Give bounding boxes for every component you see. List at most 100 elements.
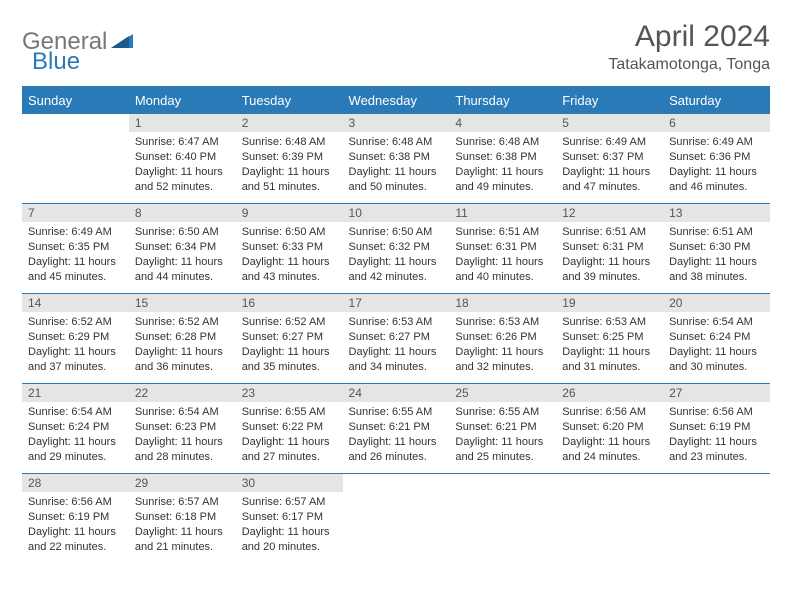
daylight-text: and 36 minutes. [135,360,230,375]
sunset-text: Sunset: 6:20 PM [562,420,657,435]
day-details: Sunrise: 6:54 AMSunset: 6:24 PMDaylight:… [22,402,129,468]
calendar-week-row: 28Sunrise: 6:56 AMSunset: 6:19 PMDayligh… [22,474,770,564]
calendar-cell: 15Sunrise: 6:52 AMSunset: 6:28 PMDayligh… [129,294,236,384]
sunrise-text: Sunrise: 6:50 AM [349,225,444,240]
day-number: 12 [556,204,663,222]
daylight-text: and 52 minutes. [135,180,230,195]
sunrise-text: Sunrise: 6:48 AM [349,135,444,150]
sunrise-text: Sunrise: 6:56 AM [669,405,764,420]
daylight-text: Daylight: 11 hours [135,255,230,270]
calendar-cell: 24Sunrise: 6:55 AMSunset: 6:21 PMDayligh… [343,384,450,474]
daylight-text: Daylight: 11 hours [562,255,657,270]
day-details: Sunrise: 6:50 AMSunset: 6:34 PMDaylight:… [129,222,236,288]
sunrise-text: Sunrise: 6:53 AM [562,315,657,330]
calendar-cell: 25Sunrise: 6:55 AMSunset: 6:21 PMDayligh… [449,384,556,474]
daylight-text: and 20 minutes. [242,540,337,555]
day-details: Sunrise: 6:49 AMSunset: 6:37 PMDaylight:… [556,132,663,198]
day-number: 11 [449,204,556,222]
daylight-text: and 42 minutes. [349,270,444,285]
calendar-cell: 27Sunrise: 6:56 AMSunset: 6:19 PMDayligh… [663,384,770,474]
day-details: Sunrise: 6:50 AMSunset: 6:33 PMDaylight:… [236,222,343,288]
month-title: April 2024 [608,20,770,54]
day-details: Sunrise: 6:51 AMSunset: 6:31 PMDaylight:… [449,222,556,288]
day-details: Sunrise: 6:52 AMSunset: 6:27 PMDaylight:… [236,312,343,378]
sunset-text: Sunset: 6:27 PM [349,330,444,345]
day-number: 15 [129,294,236,312]
calendar-cell: 23Sunrise: 6:55 AMSunset: 6:22 PMDayligh… [236,384,343,474]
brand-part2-wrap: Blue [32,48,80,76]
calendar-cell: 5Sunrise: 6:49 AMSunset: 6:37 PMDaylight… [556,114,663,204]
sunset-text: Sunset: 6:18 PM [135,510,230,525]
weekday-header: Wednesday [343,87,450,114]
calendar-cell: 26Sunrise: 6:56 AMSunset: 6:20 PMDayligh… [556,384,663,474]
calendar-cell: 11Sunrise: 6:51 AMSunset: 6:31 PMDayligh… [449,204,556,294]
daylight-text: Daylight: 11 hours [135,435,230,450]
weekday-header: Saturday [663,87,770,114]
daylight-text: Daylight: 11 hours [349,255,444,270]
weekday-header-row: SundayMondayTuesdayWednesdayThursdayFrid… [22,87,770,114]
day-details: Sunrise: 6:52 AMSunset: 6:28 PMDaylight:… [129,312,236,378]
day-details: Sunrise: 6:53 AMSunset: 6:25 PMDaylight:… [556,312,663,378]
flag-icon [111,30,137,55]
daylight-text: Daylight: 11 hours [455,345,550,360]
sunrise-text: Sunrise: 6:49 AM [28,225,123,240]
day-details: Sunrise: 6:56 AMSunset: 6:20 PMDaylight:… [556,402,663,468]
day-number: 8 [129,204,236,222]
sunset-text: Sunset: 6:34 PM [135,240,230,255]
day-number: 29 [129,474,236,492]
day-number: 26 [556,384,663,402]
day-details: Sunrise: 6:54 AMSunset: 6:24 PMDaylight:… [663,312,770,378]
sunset-text: Sunset: 6:21 PM [455,420,550,435]
day-details: Sunrise: 6:56 AMSunset: 6:19 PMDaylight:… [663,402,770,468]
sunset-text: Sunset: 6:29 PM [28,330,123,345]
sunrise-text: Sunrise: 6:52 AM [28,315,123,330]
daylight-text: and 26 minutes. [349,450,444,465]
sunrise-text: Sunrise: 6:56 AM [28,495,123,510]
day-details: Sunrise: 6:56 AMSunset: 6:19 PMDaylight:… [22,492,129,558]
daylight-text: and 51 minutes. [242,180,337,195]
sunset-text: Sunset: 6:27 PM [242,330,337,345]
daylight-text: and 21 minutes. [135,540,230,555]
sunrise-text: Sunrise: 6:51 AM [562,225,657,240]
calendar-cell [556,474,663,564]
daylight-text: and 45 minutes. [28,270,123,285]
day-number: 28 [22,474,129,492]
sunset-text: Sunset: 6:25 PM [562,330,657,345]
day-number: 2 [236,114,343,132]
day-details: Sunrise: 6:54 AMSunset: 6:23 PMDaylight:… [129,402,236,468]
sunset-text: Sunset: 6:36 PM [669,150,764,165]
calendar-cell: 4Sunrise: 6:48 AMSunset: 6:38 PMDaylight… [449,114,556,204]
daylight-text: and 40 minutes. [455,270,550,285]
brand-part2: Blue [32,48,80,75]
day-details: Sunrise: 6:49 AMSunset: 6:35 PMDaylight:… [22,222,129,288]
sunset-text: Sunset: 6:38 PM [349,150,444,165]
daylight-text: and 22 minutes. [28,540,123,555]
daylight-text: Daylight: 11 hours [669,435,764,450]
daylight-text: and 35 minutes. [242,360,337,375]
day-details: Sunrise: 6:50 AMSunset: 6:32 PMDaylight:… [343,222,450,288]
day-number: 16 [236,294,343,312]
sunset-text: Sunset: 6:37 PM [562,150,657,165]
sunset-text: Sunset: 6:28 PM [135,330,230,345]
daylight-text: and 39 minutes. [562,270,657,285]
day-number: 5 [556,114,663,132]
daylight-text: Daylight: 11 hours [242,525,337,540]
sunrise-text: Sunrise: 6:48 AM [242,135,337,150]
daylight-text: Daylight: 11 hours [242,345,337,360]
weekday-header: Monday [129,87,236,114]
daylight-text: Daylight: 11 hours [349,345,444,360]
daylight-text: Daylight: 11 hours [349,435,444,450]
weekday-header: Sunday [22,87,129,114]
calendar-cell [22,114,129,204]
sunset-text: Sunset: 6:32 PM [349,240,444,255]
daylight-text: Daylight: 11 hours [135,165,230,180]
daylight-text: and 32 minutes. [455,360,550,375]
sunset-text: Sunset: 6:26 PM [455,330,550,345]
sunset-text: Sunset: 6:24 PM [28,420,123,435]
sunset-text: Sunset: 6:33 PM [242,240,337,255]
daylight-text: and 29 minutes. [28,450,123,465]
calendar-cell: 16Sunrise: 6:52 AMSunset: 6:27 PMDayligh… [236,294,343,384]
daylight-text: and 50 minutes. [349,180,444,195]
calendar-cell: 1Sunrise: 6:47 AMSunset: 6:40 PMDaylight… [129,114,236,204]
calendar-week-row: 21Sunrise: 6:54 AMSunset: 6:24 PMDayligh… [22,384,770,474]
